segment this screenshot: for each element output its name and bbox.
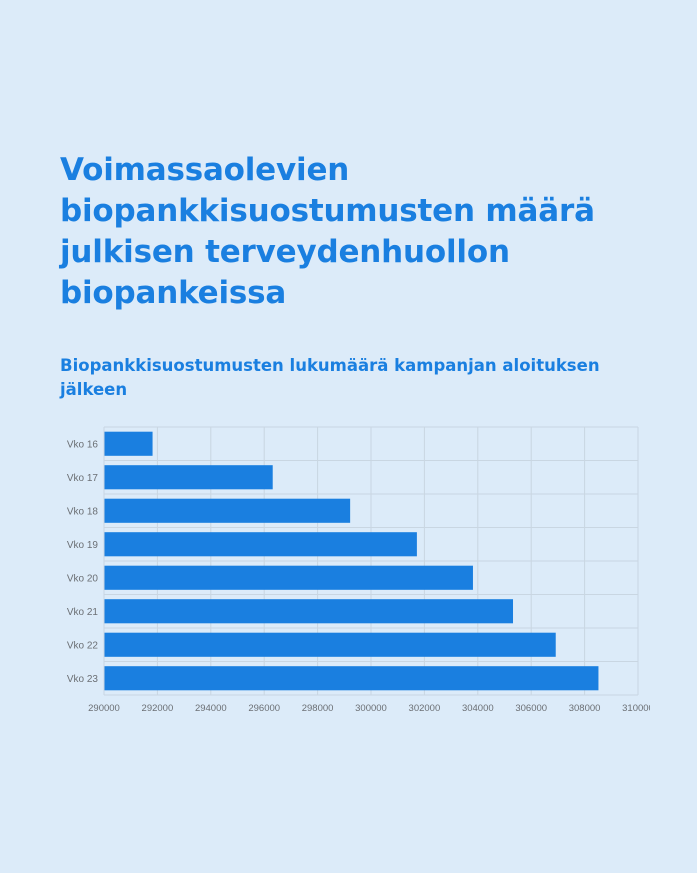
x-tick-label: 296000 (248, 703, 280, 714)
y-category-label: Vko 23 (67, 674, 99, 685)
x-tick-label: 290000 (88, 703, 120, 714)
bar (104, 565, 473, 590)
bar (104, 532, 417, 557)
bar (104, 599, 514, 624)
x-tick-label: 302000 (409, 703, 441, 714)
x-tick-label: 310000 (622, 703, 650, 714)
bar (104, 632, 556, 657)
page-title: Voimassaolevien biopankkisuostumusten mä… (60, 152, 595, 311)
x-tick-label: 294000 (195, 703, 227, 714)
bar (104, 666, 599, 691)
bar (104, 465, 273, 490)
y-category-label: Vko 19 (67, 540, 99, 551)
bar (104, 498, 351, 523)
bar (104, 431, 153, 456)
x-tick-label: 298000 (302, 703, 334, 714)
chart-subtitle: Biopankkisuostumusten lukumäärä kampanja… (60, 356, 600, 399)
x-tick-label: 304000 (462, 703, 494, 714)
y-category-label: Vko 18 (67, 506, 99, 517)
y-category-label: Vko 21 (67, 607, 99, 618)
x-tick-label: 300000 (355, 703, 387, 714)
y-category-label: Vko 20 (67, 573, 99, 584)
bar-chart: 290000 292000 294000 296000 298000 300000 3020… (50, 420, 654, 730)
chart-svg: 290000 292000 294000 296000 298000 300000 3020… (67, 426, 654, 714)
x-tick-label: 292000 (142, 703, 174, 714)
x-tick-label: 308000 (569, 703, 601, 714)
y-category-label: Vko 17 (67, 473, 99, 484)
y-category-label: Vko 22 (67, 640, 99, 651)
y-category-label: Vko 16 (67, 439, 99, 450)
x-tick-label: 306000 (515, 703, 547, 714)
